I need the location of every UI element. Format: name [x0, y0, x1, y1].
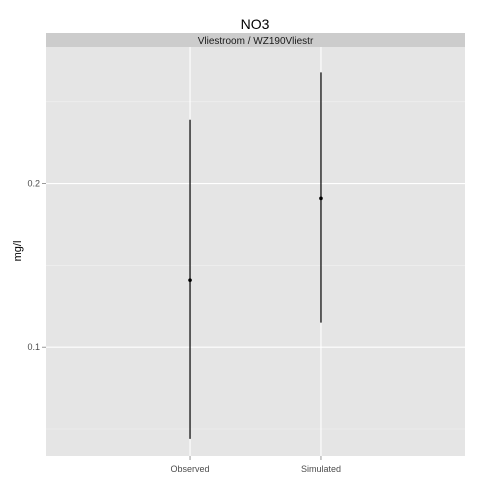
- facet-strip: [46, 33, 465, 47]
- y-axis: 0.1 0.2: [27, 179, 46, 352]
- y-axis-title: mg/l: [12, 241, 24, 262]
- chart-title: NO3: [241, 16, 270, 32]
- y-tick-label: 0.1: [27, 342, 40, 352]
- y-tick-label: 0.2: [27, 179, 40, 189]
- x-tick-label: Observed: [171, 464, 210, 474]
- x-axis: Observed Simulated: [171, 456, 341, 474]
- point-observed: [188, 278, 192, 282]
- data-marks: [188, 72, 323, 439]
- facet-label: Vliestroom / WZ190Vliestr: [198, 36, 314, 47]
- x-tick-label: Simulated: [301, 464, 341, 474]
- plot-panel: [46, 47, 465, 456]
- grid-lines: [46, 47, 465, 456]
- point-simulated: [319, 196, 323, 201]
